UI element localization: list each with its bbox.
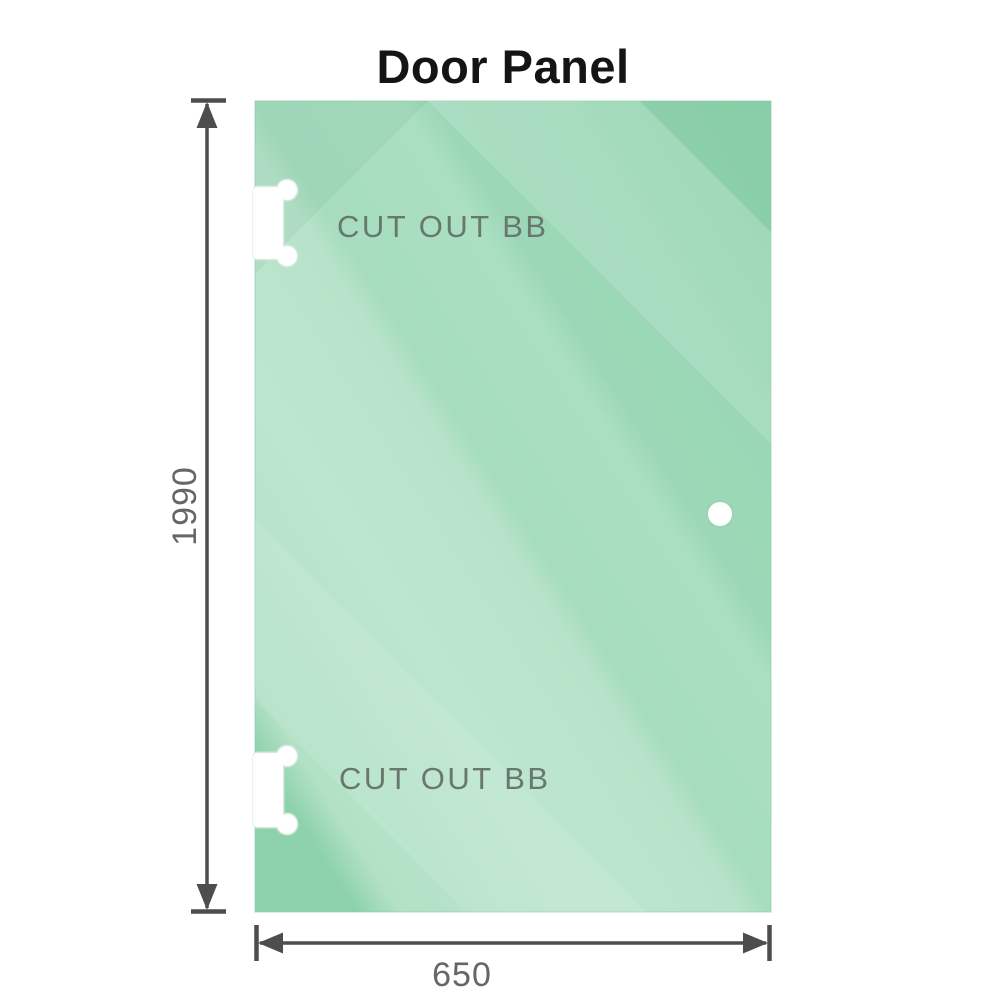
glass-panel-group — [254, 100, 772, 913]
glass-reflection-band — [428, 101, 771, 444]
width-dimension-label: 650 — [432, 956, 492, 994]
hinge-cutout-shape — [253, 180, 297, 266]
width-dimension: 650 — [254, 925, 772, 994]
hinge-cutout-bottom — [252, 744, 299, 836]
hinge-cutout-shape — [253, 746, 297, 834]
arrow-down-icon — [196, 884, 218, 910]
glass-shade-overlay — [255, 101, 428, 274]
handle-hole — [705, 499, 735, 529]
arrow-up-icon — [196, 102, 218, 128]
arrow-left-icon — [258, 932, 283, 954]
arrow-right-icon — [743, 932, 768, 954]
hinge-cutout-top — [252, 178, 299, 268]
glass-reflection-band — [255, 520, 647, 912]
cutout-label-bottom: CUT OUT BB — [339, 761, 551, 796]
height-dimension: 1990 — [166, 98, 226, 914]
glass-panel — [254, 100, 772, 913]
cutout-label-top: CUT OUT BB — [337, 209, 549, 244]
handle-hole-center — [708, 502, 732, 526]
glass-shade-overlay — [640, 101, 771, 232]
page-title: Door Panel — [376, 40, 629, 93]
height-dimension-label: 1990 — [166, 466, 204, 546]
